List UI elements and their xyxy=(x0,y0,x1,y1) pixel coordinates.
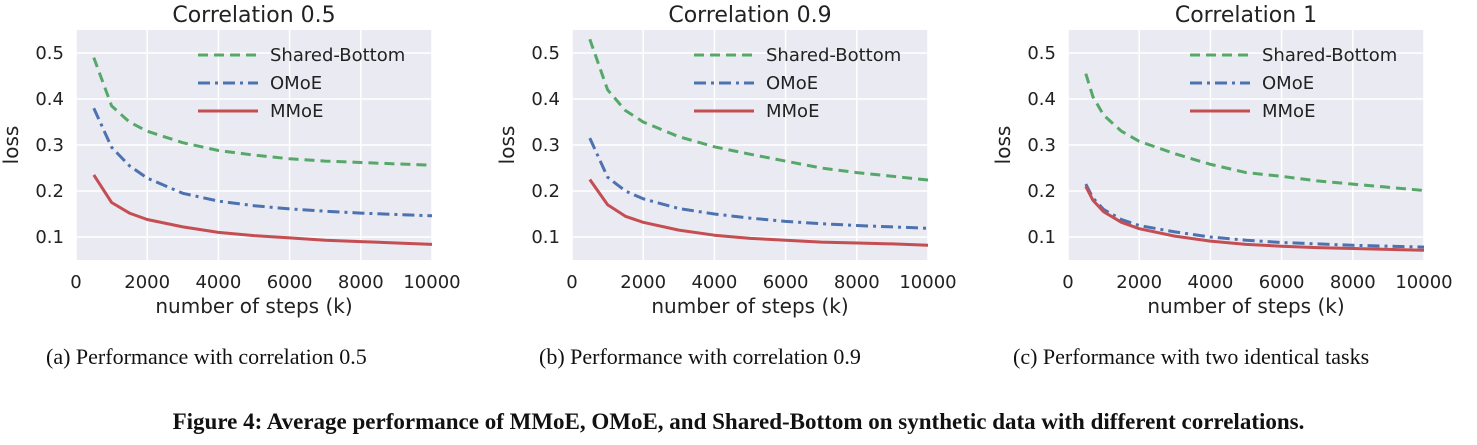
chart-title: Correlation 0.9 xyxy=(668,3,831,28)
x-tick-label: 2000 xyxy=(124,272,170,293)
x-tick-label: 2000 xyxy=(620,272,666,293)
x-tick-label: 6000 xyxy=(267,272,313,293)
y-tick-label: 0.3 xyxy=(531,135,560,156)
legend-label: OMoE xyxy=(270,73,322,94)
y-tick-label: 0.1 xyxy=(1027,227,1056,248)
x-axis-label: number of steps (k) xyxy=(651,294,848,318)
x-tick-label: 0 xyxy=(1062,272,1073,293)
y-tick-label: 0.5 xyxy=(35,43,64,64)
y-tick-label: 0.4 xyxy=(531,89,560,110)
x-tick-label: 8000 xyxy=(1330,272,1376,293)
x-tick-label: 4000 xyxy=(691,272,737,293)
y-tick-label: 0.1 xyxy=(531,227,560,248)
legend-label: OMoE xyxy=(766,73,818,94)
series-line-shared-bottom xyxy=(1084,73,1425,192)
legend-label: MMoE xyxy=(270,101,323,122)
legend-label: Shared-Bottom xyxy=(766,45,901,66)
legend-label: Shared-Bottom xyxy=(1262,45,1397,66)
series-line-omoe xyxy=(588,137,929,230)
x-tick-label: 8000 xyxy=(338,272,384,293)
series-line-omoe xyxy=(1084,183,1425,249)
y-tick-label: 0.1 xyxy=(35,227,64,248)
x-tick-label: 0 xyxy=(566,272,577,293)
series-line-mmoe xyxy=(92,174,433,246)
subcaption-c: (c) Performance with two identical tasks xyxy=(1013,344,1370,369)
subcaption-b: (b) Performance with correlation 0.9 xyxy=(539,344,861,369)
y-axis-label: loss xyxy=(495,126,519,165)
x-tick-label: 10000 xyxy=(899,272,956,293)
y-axis-label: loss xyxy=(991,126,1015,165)
x-tick-label: 10000 xyxy=(403,272,460,293)
y-tick-label: 0.4 xyxy=(35,89,64,110)
y-tick-label: 0.5 xyxy=(1027,43,1056,64)
series-line-shared-bottom xyxy=(92,57,433,167)
series-line-mmoe xyxy=(1084,185,1425,252)
x-tick-label: 2000 xyxy=(1116,272,1162,293)
x-axis-label: number of steps (k) xyxy=(155,294,352,318)
x-axis-label: number of steps (k) xyxy=(1147,294,1344,318)
series-line-mmoe xyxy=(588,178,929,247)
x-tick-label: 8000 xyxy=(834,272,880,293)
legend-label: Shared-Bottom xyxy=(270,45,405,66)
y-axis-label: loss xyxy=(0,126,23,165)
chart-panel-correlation-1: 0 2000 4000 6000 8000 10000 0.1 0.2 0.3 0.4 0.5 Sha… xyxy=(991,3,1453,318)
legend-label: OMoE xyxy=(1262,73,1314,94)
chart-panel-correlation-0-9: 0 2000 4000 6000 8000 10000 0.1 0.2 0.3 0.4 0.5 Sha… xyxy=(495,3,957,318)
y-tick-label: 0.3 xyxy=(1027,135,1056,156)
x-tick-label: 4000 xyxy=(195,272,241,293)
y-tick-label: 0.2 xyxy=(1027,181,1056,202)
chart-title: Correlation 0.5 xyxy=(172,3,335,28)
y-tick-label: 0.2 xyxy=(531,181,560,202)
legend-label: MMoE xyxy=(1262,101,1315,122)
x-tick-label: 6000 xyxy=(763,272,809,293)
y-tick-label: 0.5 xyxy=(531,43,560,64)
subcaption-a: (a) Performance with correlation 0.5 xyxy=(46,344,367,369)
x-tick-label: 0 xyxy=(70,272,81,293)
series-line-shared-bottom xyxy=(588,38,929,182)
legend-label: MMoE xyxy=(766,101,819,122)
x-tick-label: 4000 xyxy=(1187,272,1233,293)
x-tick-label: 6000 xyxy=(1259,272,1305,293)
figure-caption: Figure 4: Average performance of MMoE, O… xyxy=(172,409,1305,434)
chart-title: Correlation 1 xyxy=(1175,3,1317,28)
y-tick-label: 0.3 xyxy=(35,135,64,156)
y-tick-label: 0.2 xyxy=(35,181,64,202)
chart-panel-correlation-0-5: 0 2000 4000 6000 8000 10000 0.1 0.2 0.3 0.4 0.5 Sha… xyxy=(0,3,461,318)
x-tick-label: 10000 xyxy=(1395,272,1452,293)
series-line-omoe xyxy=(92,107,433,218)
y-tick-label: 0.4 xyxy=(1027,89,1056,110)
